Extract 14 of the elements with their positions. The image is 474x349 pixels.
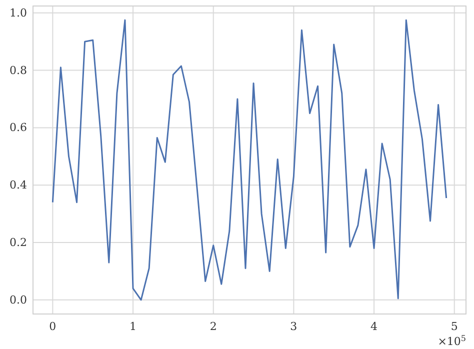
x-tick-label: 2 [210,320,217,333]
text: ×10$^{5}$ [438,334,466,348]
x-tick-label: 1 [130,320,137,333]
y-tick-label: 0.6 [10,121,27,134]
y-tick-label: 0.8 [10,64,27,77]
y-tick-label: 0.2 [10,236,27,250]
x-tick-label: 3 [290,320,298,333]
line-series [52,19,448,301]
x-tick-label: 0 [49,320,56,333]
y-tick-label: 0.4 [10,178,27,192]
y-tick-label: 0.0 [10,293,27,306]
x-tick-label: 5 [450,320,458,333]
x-tick-label: 4 [370,320,378,333]
y-tick-label: 1.0 [10,6,27,20]
